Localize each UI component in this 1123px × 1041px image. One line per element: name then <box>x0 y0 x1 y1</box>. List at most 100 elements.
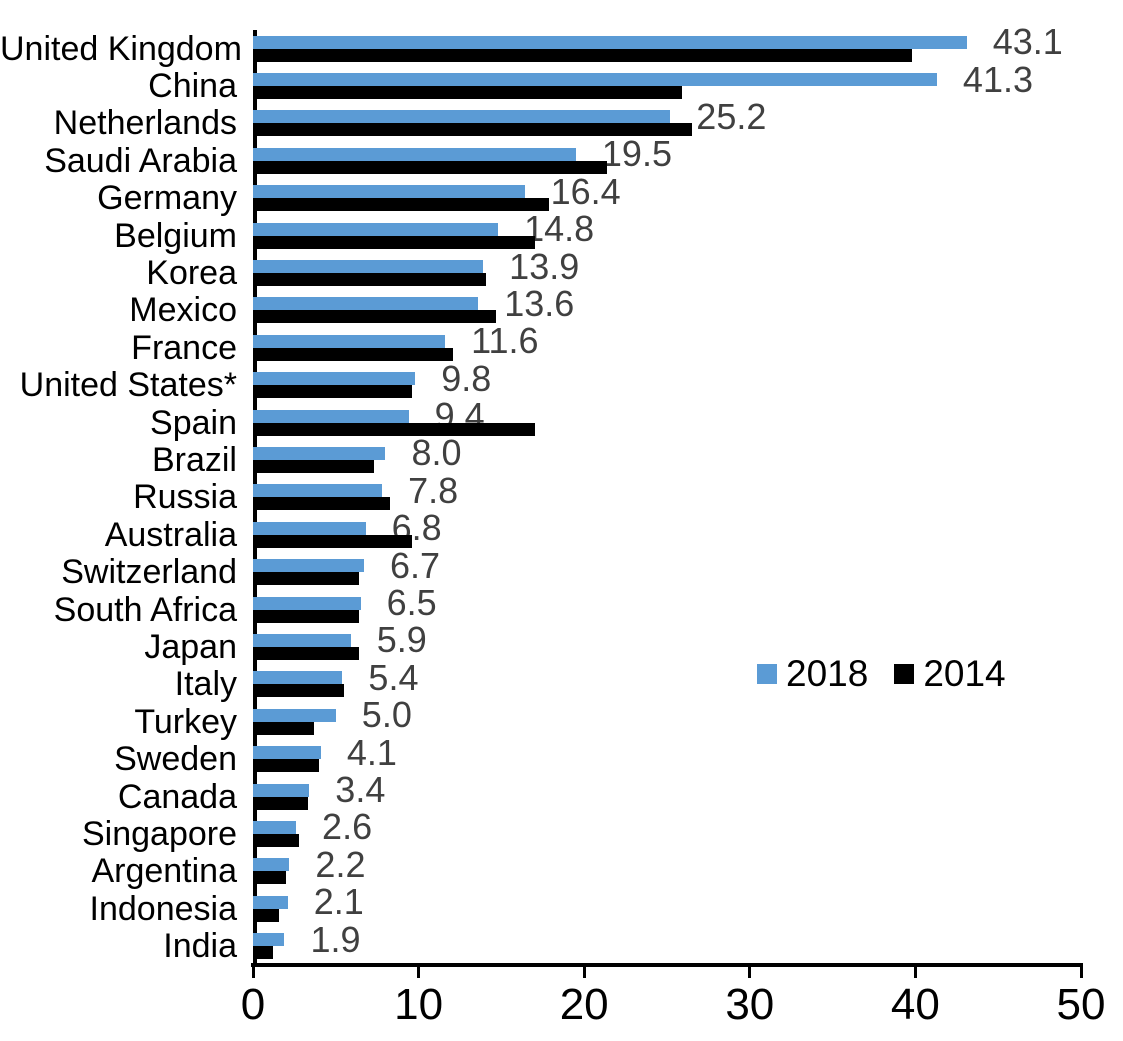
bar-pair: 41.3 <box>253 61 1081 100</box>
bar-2014 <box>253 123 692 137</box>
value-label: 43.1 <box>992 21 1063 63</box>
legend-swatch-2018 <box>757 663 777 684</box>
value-label: 13.6 <box>504 282 575 324</box>
bar-2018 <box>253 484 383 498</box>
bar-2014 <box>253 86 682 100</box>
bar-2014 <box>253 871 287 885</box>
bar-2014 <box>253 48 913 62</box>
bar-pair: 43.1 <box>253 24 1081 62</box>
category-label: United Kingdom <box>0 29 242 68</box>
category-label: Sweden <box>114 740 237 779</box>
bar-2018 <box>253 446 386 460</box>
category-label: Japan <box>144 627 237 666</box>
legend-label-2018: 2018 <box>786 653 869 694</box>
category-label: Russia <box>133 478 237 517</box>
value-label: 8.0 <box>411 432 462 474</box>
category-label: France <box>131 328 237 367</box>
bar-2014 <box>253 235 535 249</box>
bar-pair: 9.8 <box>253 360 1081 399</box>
bar-pair: 5.0 <box>253 697 1081 735</box>
bar-2014 <box>253 759 320 773</box>
x-tick-mark <box>748 963 752 978</box>
value-label: 2.6 <box>322 806 373 848</box>
category-label: South Africa <box>53 590 237 629</box>
bar-group: Switzerland 6.7 <box>0 547 1123 590</box>
bar-2014 <box>253 572 359 586</box>
bar-rows: United Kingdom 43.1 China 41.3 Netherlands 25… <box>0 24 1123 965</box>
bar-2018 <box>253 820 297 834</box>
value-label: 3.4 <box>335 769 386 810</box>
value-label: 41.3 <box>962 58 1033 100</box>
value-label: 14.8 <box>524 208 595 250</box>
legend: 2018 2014 <box>757 655 1006 692</box>
x-tick-mark <box>1079 963 1083 978</box>
category-label: Netherlands <box>53 104 237 143</box>
bar-group: India 1.9 <box>0 921 1123 964</box>
category-label: Singapore <box>81 814 237 853</box>
bar-pair: 1.9 <box>253 921 1081 960</box>
bar-2014 <box>253 833 300 847</box>
bar-2014 <box>253 609 359 623</box>
value-label: 16.4 <box>550 170 621 212</box>
bar-2014 <box>253 646 359 660</box>
category-label: Korea <box>146 254 237 293</box>
bar-group: China 41.3 <box>0 61 1123 104</box>
category-label: Germany <box>97 179 237 218</box>
bar-group: Indonesia 2.1 <box>0 884 1123 927</box>
bar-pair: 4.1 <box>253 734 1081 773</box>
bar-group: Australia 6.8 <box>0 510 1123 554</box>
category-label: Saudi Arabia <box>44 141 237 180</box>
bar-2014 <box>253 459 374 473</box>
value-label: 1.9 <box>310 918 361 960</box>
bar-2018 <box>253 746 321 760</box>
bar-group: France 11.6 <box>0 323 1123 367</box>
category-label: Spain <box>150 403 237 442</box>
bar-group: United States* 9.8 <box>0 360 1123 404</box>
bar-group: Netherlands 25.2 <box>0 98 1123 143</box>
bar-2018 <box>253 260 484 274</box>
bar-2018 <box>253 933 285 947</box>
category-label: Belgium <box>114 216 237 255</box>
bar-pair: 13.9 <box>253 248 1081 287</box>
category-label: Australia <box>104 515 237 554</box>
x-tick-mark <box>417 963 421 978</box>
legend-swatch-2014 <box>894 663 915 684</box>
bar-pair: 13.6 <box>253 285 1081 324</box>
bar-group: Saudi Arabia 19.5 <box>0 136 1123 180</box>
bar-pair: 16.4 <box>253 173 1081 212</box>
bar-2014 <box>253 422 535 436</box>
bar-pair: 8.0 <box>253 435 1081 473</box>
bar-group: Sweden 4.1 <box>0 734 1123 779</box>
bar-2018 <box>253 35 967 49</box>
bar-2018 <box>253 895 288 909</box>
category-label: Brazil <box>151 440 237 479</box>
bar-2014 <box>253 796 308 810</box>
bar-group: Spain 9.4 <box>0 398 1123 442</box>
bar-2014 <box>253 160 608 174</box>
bar-group: Germany 16.4 <box>0 173 1123 218</box>
bar-group: Italy 5.4 <box>0 659 1123 703</box>
bar-2018 <box>253 671 343 685</box>
bar-2014 <box>253 534 412 548</box>
legend-label-2014: 2014 <box>923 653 1006 694</box>
bar-group: Argentina 2.2 <box>0 846 1123 890</box>
bar-2014 <box>253 273 487 287</box>
bar-pair: 5.9 <box>253 622 1081 660</box>
value-label: 9.8 <box>441 357 492 399</box>
value-label: 6.5 <box>386 582 437 624</box>
bar-2018 <box>253 783 310 797</box>
bar-2014 <box>253 310 497 324</box>
bar-2018 <box>253 633 351 647</box>
bar-2018 <box>253 858 290 872</box>
bar-group: Brazil 8.0 <box>0 435 1123 479</box>
bar-2014 <box>253 497 391 511</box>
bar-group: Turkey 5.0 <box>0 697 1123 740</box>
x-tick-label: 10 <box>394 980 444 1029</box>
x-tick-label: 30 <box>725 980 775 1029</box>
bar-2014 <box>253 347 454 361</box>
bar-group: Singapore 2.6 <box>0 809 1123 853</box>
bar-pair: 3.4 <box>253 772 1081 810</box>
bar-pair: 7.8 <box>253 472 1081 511</box>
bar-2018 <box>253 297 479 311</box>
